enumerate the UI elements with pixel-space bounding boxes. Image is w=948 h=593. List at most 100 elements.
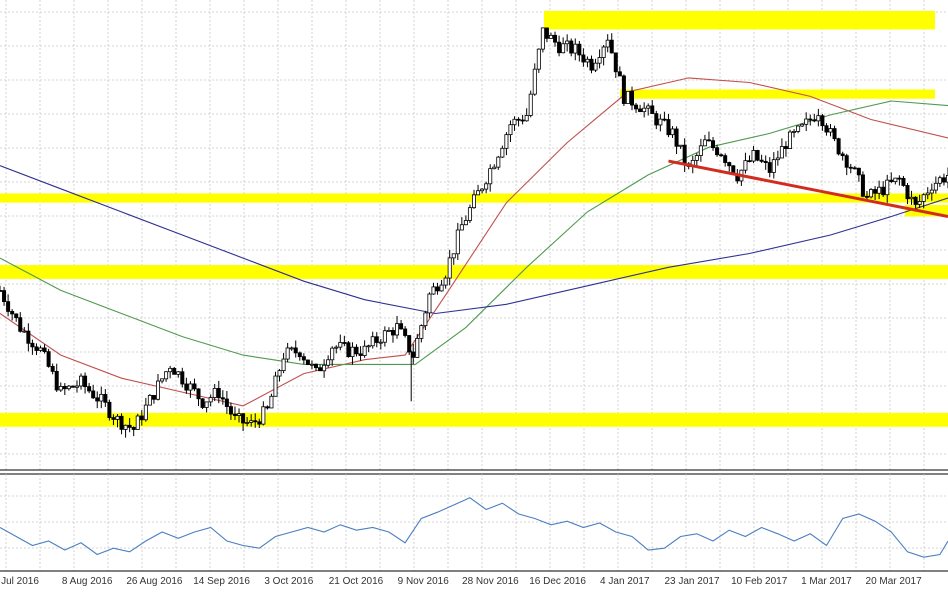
candle-body [897, 177, 902, 180]
candle-body [26, 330, 31, 344]
candle-body [471, 194, 476, 209]
candle-body [423, 312, 428, 327]
candle-body [155, 380, 160, 400]
candle-body [601, 46, 606, 58]
candle-body [54, 371, 59, 391]
candle-body [18, 317, 23, 332]
candle-body [455, 229, 460, 255]
candle-body [386, 329, 391, 332]
candle-body [783, 146, 788, 149]
yellow-zone [0, 265, 948, 279]
candle-body [771, 159, 776, 173]
x-axis-labels: Jul 2016 8 Aug 2016 26 Aug 2016 14 Sep 2016… [1, 576, 922, 587]
candle-body [463, 220, 468, 226]
x-tick-label: 21 Oct 2016 [329, 576, 384, 587]
candle-body [808, 118, 813, 121]
candle-body [14, 313, 19, 319]
candle-body [719, 154, 724, 157]
candle-body [536, 48, 541, 70]
x-tick-label: 4 Jan 2017 [600, 576, 650, 587]
candle-body [864, 195, 869, 198]
candle-body [792, 131, 797, 133]
candle-body [532, 68, 537, 95]
moving-average-line [0, 77, 948, 407]
x-tick-label: 14 Sep 2016 [193, 576, 250, 587]
candle-body [488, 168, 493, 185]
candle-body [889, 179, 894, 182]
candle-body [309, 363, 314, 366]
yellow-zone [620, 89, 935, 99]
candle-body [326, 359, 331, 366]
candle-body [374, 336, 379, 343]
x-tick-label: 20 Mar 2017 [866, 576, 923, 587]
candle-body [83, 375, 88, 387]
candle-body [30, 342, 35, 348]
candle-body [796, 125, 801, 132]
candle-body [654, 113, 659, 126]
candle-body [334, 346, 339, 349]
candle-body [678, 144, 683, 147]
candle-body [390, 329, 395, 336]
candle-body [933, 182, 938, 191]
candle-body [937, 177, 942, 184]
candle-body [160, 378, 165, 382]
candle-body [403, 328, 408, 336]
candle-body [634, 104, 639, 110]
candle-body [946, 174, 948, 183]
candle-body [893, 177, 898, 182]
candle-body [241, 413, 246, 424]
candle-body [800, 123, 805, 127]
x-tick-label: 1 Mar 2017 [801, 576, 852, 587]
x-tick-label: 10 Feb 2017 [731, 576, 788, 587]
candle-body [313, 363, 318, 369]
candle-body [569, 40, 574, 54]
candle-body [674, 128, 679, 147]
candle-body [228, 406, 233, 415]
x-tick-label: 3 Oct 2016 [264, 576, 313, 587]
candle-body [557, 41, 562, 54]
candle-body [917, 201, 922, 205]
candle-body [492, 166, 497, 170]
candle-body [650, 105, 655, 114]
candle-body [180, 371, 185, 385]
candle-body [176, 371, 181, 375]
candle-body [172, 367, 177, 375]
x-tick-label: 16 Dec 2016 [529, 576, 586, 587]
candle-body [885, 179, 890, 196]
candle-body [605, 39, 610, 48]
candle-body [929, 189, 934, 194]
candle-body [881, 186, 886, 196]
candle-body [625, 90, 630, 104]
candle-body [293, 347, 298, 354]
candle-body [224, 398, 229, 407]
candle-body [921, 194, 926, 202]
candle-body [516, 118, 521, 121]
candle-body [350, 346, 355, 358]
candle-body [447, 257, 452, 279]
candle-body [168, 367, 173, 373]
candle-body [249, 420, 254, 423]
candle-body [378, 341, 383, 344]
candle-body [70, 385, 75, 388]
candle-body [151, 395, 156, 400]
candle-body [617, 71, 622, 77]
red-trendline [668, 159, 948, 218]
candle-body [630, 90, 635, 106]
candle-body [362, 345, 367, 356]
candle-body [62, 386, 67, 390]
moving-average-line [0, 165, 948, 315]
candle-body [91, 390, 96, 399]
candle-body [42, 347, 47, 353]
candle-body [322, 364, 327, 372]
candle-body [338, 342, 343, 348]
candle-body [103, 393, 108, 403]
candle-body [824, 125, 829, 133]
candle-body [840, 153, 845, 157]
candle-body [245, 422, 250, 424]
candle-body [0, 290, 3, 292]
candle-body [2, 290, 7, 303]
candle-body [99, 393, 104, 402]
candle-body [702, 139, 707, 147]
